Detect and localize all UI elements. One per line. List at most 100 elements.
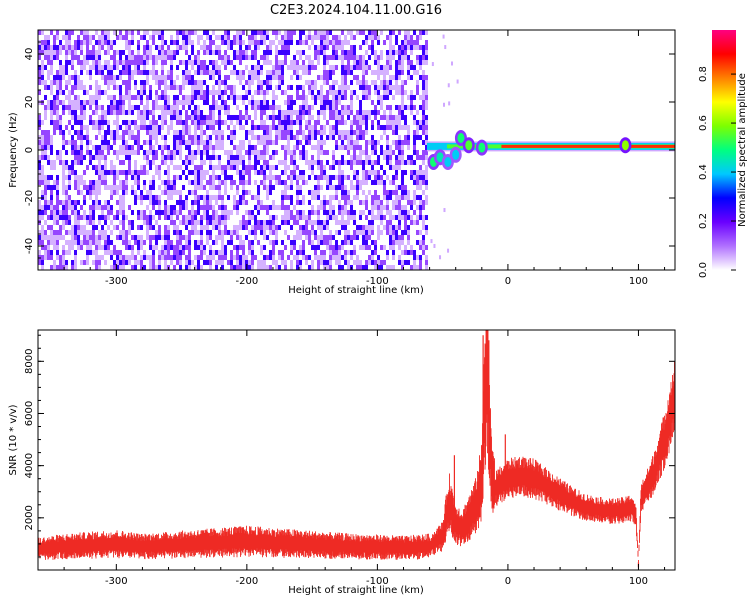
heatmap-cell xyxy=(374,160,377,165)
heatmap-cell xyxy=(134,160,137,165)
heatmap-cell xyxy=(131,130,134,135)
x-tick-label: -300 xyxy=(105,276,128,287)
heatmap-cell xyxy=(59,90,62,95)
heatmap-cell xyxy=(323,150,326,155)
heatmap-cell xyxy=(278,80,281,85)
heatmap-cell xyxy=(356,190,359,195)
heatmap-cell xyxy=(329,125,332,130)
heatmap-cell xyxy=(194,230,197,235)
heatmap-cell xyxy=(152,155,155,160)
heatmap-cell xyxy=(248,100,251,105)
heatmap-cell xyxy=(422,175,425,180)
colorbar-label: Normalized spectral amplitude xyxy=(737,73,748,227)
heatmap-cell xyxy=(320,50,323,55)
heatmap-cell xyxy=(212,75,215,80)
signal-burst xyxy=(465,140,473,151)
heatmap-cell xyxy=(158,215,161,220)
heatmap-cell xyxy=(125,180,128,185)
heatmap-cell xyxy=(176,85,179,90)
heatmap-cell xyxy=(311,95,314,100)
heatmap-cell xyxy=(62,245,65,250)
heatmap-cell xyxy=(356,160,359,165)
heatmap-cell xyxy=(311,165,314,170)
heatmap-cell xyxy=(149,185,152,190)
heatmap-cell xyxy=(80,260,83,265)
heatmap-cell xyxy=(38,45,41,50)
heatmap-cell xyxy=(140,115,143,120)
heatmap-cell xyxy=(149,220,152,225)
heatmap-cell xyxy=(116,235,119,240)
heatmap-cell xyxy=(401,110,404,115)
heatmap-cell xyxy=(395,140,398,145)
heatmap-cell xyxy=(302,240,305,245)
heatmap-cell xyxy=(404,30,407,35)
heatmap-cell xyxy=(362,135,365,140)
heatmap-cell xyxy=(227,110,230,115)
heatmap-cell xyxy=(80,30,83,35)
heatmap-cell xyxy=(386,90,389,95)
heatmap-cell xyxy=(311,145,314,150)
heatmap-cell xyxy=(353,120,356,125)
heatmap-cell xyxy=(338,245,341,250)
heatmap-cell xyxy=(320,260,323,265)
heatmap-cell xyxy=(395,130,398,135)
heatmap-cell xyxy=(122,205,125,210)
heatmap-cell xyxy=(83,60,86,65)
heatmap-cell xyxy=(272,120,275,125)
heatmap-cell xyxy=(236,170,239,175)
heatmap-cell xyxy=(182,80,185,85)
heatmap-cell xyxy=(218,125,221,130)
heatmap-cell xyxy=(389,120,392,125)
heatmap-cell xyxy=(89,160,92,165)
heatmap-cell xyxy=(83,110,86,115)
heatmap-cell xyxy=(323,205,326,210)
heatmap-cell xyxy=(281,115,284,120)
heatmap-cell xyxy=(242,55,245,60)
heatmap-cell xyxy=(92,250,95,255)
heatmap-cell xyxy=(287,110,290,115)
heatmap-cell xyxy=(389,195,392,200)
heatmap-cell xyxy=(416,175,419,180)
heatmap-cell xyxy=(161,60,164,65)
heatmap-cell xyxy=(323,265,326,270)
heatmap-cell xyxy=(74,130,77,135)
heatmap-cell xyxy=(80,140,83,145)
heatmap-cell xyxy=(362,240,365,245)
heatmap-cell xyxy=(380,175,383,180)
heatmap-cell xyxy=(275,230,278,235)
heatmap-cell xyxy=(50,85,53,90)
heatmap-cell xyxy=(338,260,341,265)
heatmap-cell xyxy=(320,145,323,150)
heatmap-cell xyxy=(314,45,317,50)
heatmap-cell xyxy=(242,250,245,255)
heatmap-cell xyxy=(287,105,290,110)
heatmap-cell xyxy=(281,160,284,165)
heatmap-cell xyxy=(392,140,395,145)
heatmap-cell xyxy=(152,150,155,155)
heatmap-cell xyxy=(356,55,359,60)
heatmap-cell xyxy=(359,130,362,135)
heatmap-cell xyxy=(128,50,131,55)
heatmap-cell xyxy=(266,220,269,225)
heatmap-cell xyxy=(368,110,371,115)
heatmap-cell xyxy=(89,75,92,80)
heatmap-cell xyxy=(362,90,365,95)
heatmap-cell xyxy=(290,30,293,35)
heatmap-cell xyxy=(98,200,101,205)
heatmap-cell xyxy=(380,150,383,155)
heatmap-cell xyxy=(239,240,242,245)
heatmap-cell xyxy=(134,165,137,170)
heatmap-cell xyxy=(89,195,92,200)
heatmap-cell xyxy=(218,195,221,200)
heatmap-cell xyxy=(92,260,95,265)
heatmap-cell xyxy=(50,50,53,55)
heatmap-cell xyxy=(164,120,167,125)
heatmap-cell xyxy=(332,210,335,215)
heatmap-cell xyxy=(113,65,116,70)
heatmap-cell xyxy=(278,135,281,140)
heatmap-cell xyxy=(344,190,347,195)
heatmap-cell xyxy=(68,90,71,95)
heatmap-cell xyxy=(296,145,299,150)
heatmap-cell xyxy=(95,145,98,150)
heatmap-cell xyxy=(362,75,365,80)
